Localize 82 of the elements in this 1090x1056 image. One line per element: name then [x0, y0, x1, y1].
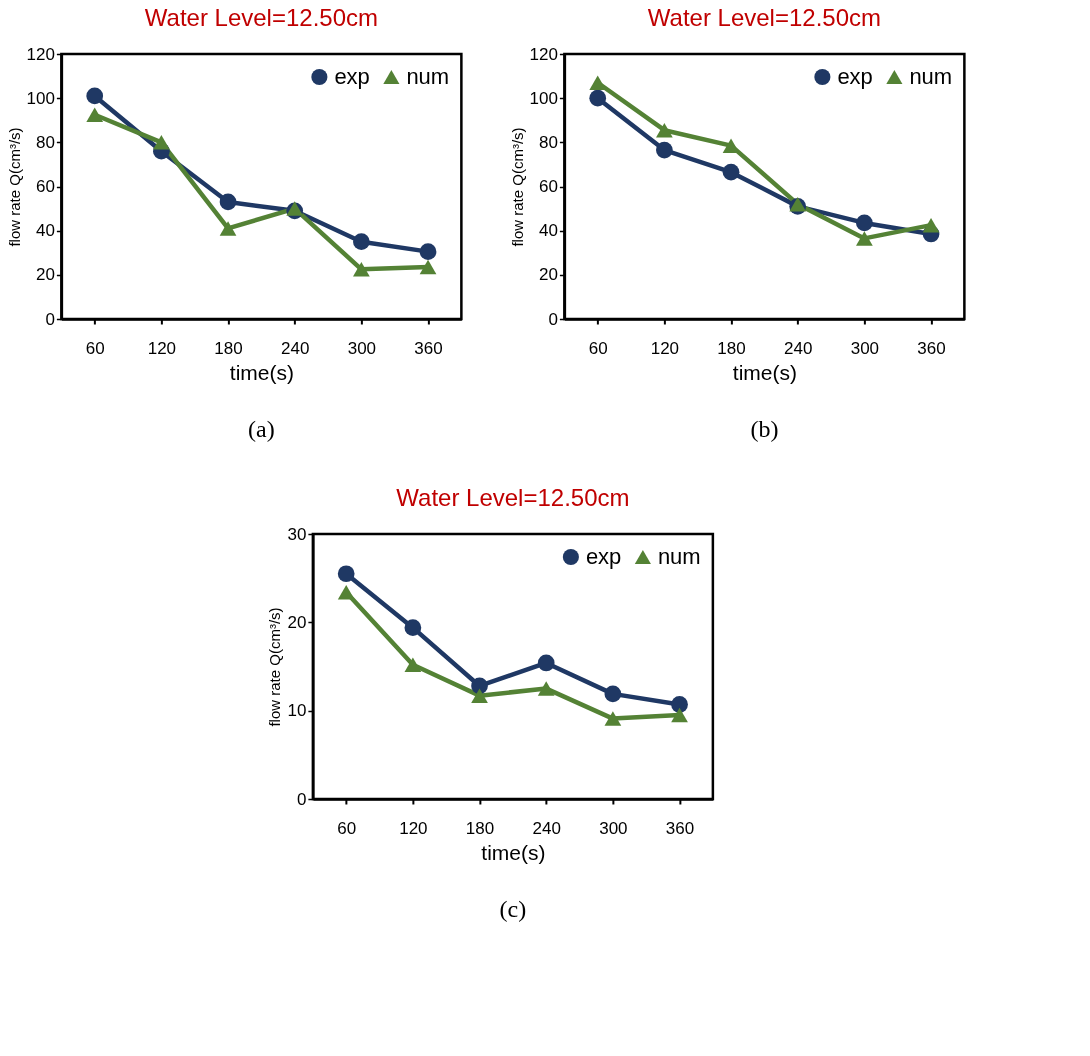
point	[671, 696, 688, 713]
y-tick-label: 10	[287, 701, 307, 721]
point	[656, 141, 673, 159]
point	[537, 681, 555, 696]
x-tick-label: 60	[337, 818, 357, 838]
point	[856, 214, 873, 232]
point	[219, 221, 237, 236]
point	[353, 262, 370, 277]
y-tick-label: 20	[287, 612, 307, 632]
legend-label: exp	[837, 64, 873, 89]
x-tick-label: 360	[917, 338, 946, 358]
x-tick-label: 60	[588, 338, 608, 358]
point	[537, 654, 555, 672]
y-tick-label: 30	[287, 524, 307, 544]
x-tick-label: 240	[784, 338, 813, 358]
legend-label: exp	[334, 64, 370, 89]
y-tick-label: 120	[529, 44, 558, 64]
point	[86, 107, 104, 122]
x-tick-label: 120	[147, 338, 177, 358]
x-tick-label: 300	[850, 338, 880, 358]
point	[404, 619, 422, 636]
point	[404, 657, 422, 672]
y-tick-label: 60	[35, 177, 55, 196]
chart-title: Water Level=12.50cm	[396, 484, 630, 511]
y-axis-title: flow rate Q(cm³/s)	[508, 127, 526, 247]
y-axis-title: flow rate Q(cm³/s)	[5, 127, 23, 247]
y-tick-label: 100	[26, 88, 55, 108]
x-tick-label: 300	[347, 338, 377, 358]
x-tick-label: 120	[650, 338, 680, 358]
point	[286, 201, 304, 216]
point	[922, 217, 940, 233]
point	[656, 122, 673, 138]
y-tick-label: 40	[35, 221, 55, 241]
legend-label: num	[657, 544, 701, 569]
y-tick-label: 80	[538, 132, 558, 152]
x-tick-label: 360	[414, 338, 443, 358]
legend-label: exp	[585, 544, 622, 569]
y-tick-label: 0	[45, 309, 55, 329]
point	[219, 193, 237, 211]
y-tick-label: 80	[35, 132, 55, 152]
chart-title: Water Level=12.50cm	[647, 4, 881, 31]
point	[153, 135, 170, 150]
legend-label: num	[406, 64, 450, 89]
point	[604, 685, 622, 703]
point	[337, 565, 355, 583]
text: (a)	[248, 416, 275, 442]
x-tick-label: 180	[214, 338, 243, 358]
x-axis-title: time(s)	[481, 840, 546, 864]
x-tick-label: 360	[665, 818, 695, 838]
x-tick-label: 180	[465, 818, 495, 838]
y-tick-label: 40	[538, 221, 558, 241]
y-tick-label: 0	[296, 789, 307, 809]
text: (c)	[499, 896, 527, 922]
point	[671, 707, 688, 723]
x-tick-label: 180	[717, 338, 746, 358]
y-tick-label: 0	[548, 309, 558, 329]
x-tick-label: 240	[281, 338, 310, 358]
y-tick-label: 100	[529, 88, 558, 108]
point	[856, 231, 873, 246]
point	[337, 585, 355, 600]
legend-label: num	[909, 64, 953, 89]
y-axis-title: flow rate Q(cm³/s)	[266, 607, 284, 727]
point	[419, 259, 437, 275]
y-tick-label: 120	[26, 44, 55, 64]
y-tick-label: 60	[538, 177, 558, 196]
point	[722, 163, 740, 181]
x-tick-label: 120	[399, 818, 428, 838]
point	[471, 688, 488, 703]
y-tick-label: 20	[538, 265, 558, 285]
point	[604, 711, 622, 726]
chart-title: Water Level=12.50cm	[144, 4, 378, 31]
point	[589, 89, 607, 107]
x-axis-title: time(s)	[229, 360, 294, 384]
x-tick-label: 60	[85, 338, 105, 358]
point	[419, 243, 437, 260]
x-axis-title: time(s)	[732, 360, 797, 384]
point	[353, 233, 370, 251]
x-tick-label: 240	[532, 818, 561, 838]
text: (b)	[750, 416, 779, 442]
point	[86, 87, 104, 105]
y-tick-label: 20	[35, 265, 55, 285]
x-tick-label: 300	[599, 818, 628, 838]
